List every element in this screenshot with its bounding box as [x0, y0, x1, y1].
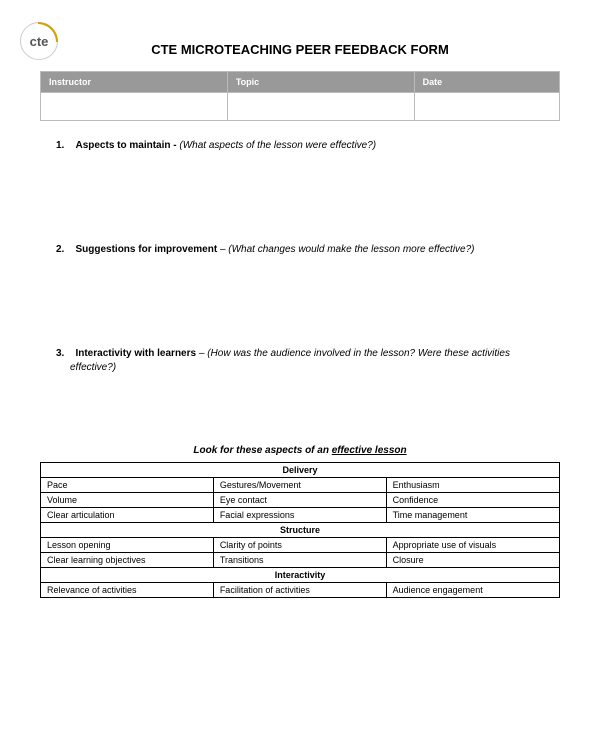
cell: Confidence	[386, 493, 559, 508]
cell: Audience engagement	[386, 583, 559, 598]
date-cell[interactable]	[414, 93, 559, 121]
q1-title: Aspects to maintain -	[75, 140, 179, 151]
cte-logo: cte	[20, 22, 60, 62]
question-2: 2. Suggestions for improvement – (What c…	[48, 243, 552, 257]
logo-arc	[38, 22, 58, 42]
aspects-caption: Look for these aspects of an effective l…	[40, 445, 560, 456]
cell: Time management	[386, 508, 559, 523]
section-structure: Structure	[41, 523, 560, 538]
caption-underlined: effective lesson	[332, 445, 407, 456]
cell: Relevance of activities	[41, 583, 214, 598]
questions: 1. Aspects to maintain - (What aspects o…	[40, 121, 560, 375]
cell: Appropriate use of visuals	[386, 538, 559, 553]
cell: Facilitation of activities	[213, 583, 386, 598]
col-date: Date	[414, 72, 559, 93]
form-title: CTE MICROTEACHING PEER FEEDBACK FORM	[40, 30, 560, 67]
q2-title: Suggestions for improvement	[75, 244, 217, 255]
cell: Transitions	[213, 553, 386, 568]
question-1: 1. Aspects to maintain - (What aspects o…	[48, 139, 552, 153]
cell: Clear learning objectives	[41, 553, 214, 568]
table-row: Relevance of activities Facilitation of …	[41, 583, 560, 598]
q3-num: 3.	[56, 348, 64, 359]
cell: Clear articulation	[41, 508, 214, 523]
q1-prompt: (What aspects of the lesson were effecti…	[179, 140, 376, 151]
q2-num: 2.	[56, 244, 64, 255]
table-row: Clear articulation Facial expressions Ti…	[41, 508, 560, 523]
section-interactivity: Interactivity	[41, 568, 560, 583]
cell: Gestures/Movement	[213, 478, 386, 493]
table-row: Volume Eye contact Confidence	[41, 493, 560, 508]
caption-prefix: Look for these aspects of an	[193, 445, 331, 456]
col-instructor: Instructor	[41, 72, 228, 93]
q3-dash: –	[199, 348, 207, 359]
header-row: Instructor Topic Date	[41, 72, 560, 93]
section-delivery: Delivery	[41, 463, 560, 478]
aspects-table: Delivery Pace Gestures/Movement Enthusia…	[40, 462, 560, 598]
question-3: 3. Interactivity with learners – (How wa…	[48, 347, 552, 375]
cell: Closure	[386, 553, 559, 568]
q2-prompt: (What changes would make the lesson more…	[228, 244, 474, 255]
page: cte CTE MICROTEACHING PEER FEEDBACK FORM…	[0, 0, 600, 618]
cell: Pace	[41, 478, 214, 493]
q1-num: 1.	[56, 140, 64, 151]
table-row: Pace Gestures/Movement Enthusiasm	[41, 478, 560, 493]
q3-title: Interactivity with learners	[75, 348, 196, 359]
header-table: Instructor Topic Date	[40, 71, 560, 121]
cell: Enthusiasm	[386, 478, 559, 493]
cell: Facial expressions	[213, 508, 386, 523]
cell: Clarity of points	[213, 538, 386, 553]
input-row	[41, 93, 560, 121]
cell: Volume	[41, 493, 214, 508]
instructor-cell[interactable]	[41, 93, 228, 121]
col-topic: Topic	[227, 72, 414, 93]
cell: Eye contact	[213, 493, 386, 508]
logo-circle: cte	[20, 22, 58, 60]
table-row: Lesson opening Clarity of points Appropr…	[41, 538, 560, 553]
table-row: Clear learning objectives Transitions Cl…	[41, 553, 560, 568]
topic-cell[interactable]	[227, 93, 414, 121]
cell: Lesson opening	[41, 538, 214, 553]
